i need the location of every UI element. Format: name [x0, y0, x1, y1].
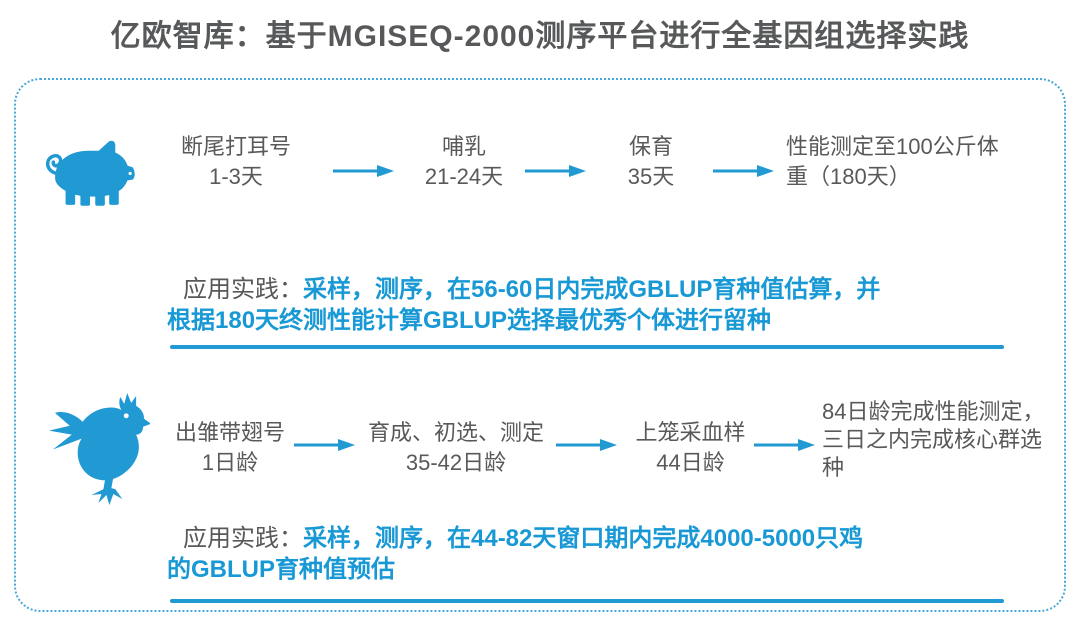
chicken-practice-line1: 采样，测序，在44-82天窗口期内完成4000-5000只鸡: [303, 525, 864, 552]
chicken-step-4-line2: 三日之内完成核心群选: [822, 427, 1043, 452]
chicken-step-1-stage: 出雏带翅号: [174, 420, 285, 445]
pig-step-4-line2: 重（180天）: [786, 164, 911, 189]
chicken-practice-text: 应用实践：采样，测序，在44-82天窗口期内完成4000-5000只鸡 的GBL…: [167, 523, 1027, 585]
pig-step-2-stage: 哺乳: [441, 134, 486, 159]
chicken-step-3-age: 44日龄: [656, 450, 725, 475]
pig-step-3-stage: 保育: [628, 134, 673, 159]
pig-step-3-age: 35天: [627, 164, 675, 189]
chicken-step-2: 育成、初选、测定 35-42日龄: [326, 418, 586, 478]
pig-practice-line2: 根据180天终测性能计算GBLUP选择最优秀个体进行留种: [167, 307, 772, 334]
chicken-step-4-line1: 84日龄完成性能测定，: [822, 399, 1045, 424]
chicken-practice-label: 应用实践：: [183, 525, 303, 552]
pig-step-3: 保育 35天: [596, 132, 706, 192]
chicken-section-divider: [170, 599, 1004, 603]
chicken-practice-line2: 的GBLUP育种值预估: [167, 556, 395, 583]
pig-step-4-line1: 性能测定至100公斤体: [786, 134, 999, 159]
pig-section-divider: [170, 345, 1004, 349]
chicken-icon: [46, 390, 151, 511]
page-title: 亿欧智库：基于MGISEQ-2000测序平台进行全基因组选择实践: [110, 20, 970, 53]
chicken-step-1: 出雏带翅号 1日龄: [140, 418, 320, 478]
chicken-step-2-age: 35-42日龄: [405, 450, 507, 475]
chicken-step-4-line3: 种: [822, 455, 845, 480]
chicken-step-3: 上笼采血样 44日龄: [613, 418, 768, 478]
pig-step-2-age: 21-24天: [424, 164, 504, 189]
content-panel: 断尾打耳号 1-3天 哺乳 21-24天 保育 35天 性能测定至100公斤体 …: [14, 78, 1066, 612]
pig-step-2: 哺乳 21-24天: [394, 132, 534, 192]
flow-arrow-icon: [332, 164, 394, 178]
chicken-step-4: 84日龄完成性能测定， 三日之内完成核心群选 种: [822, 398, 1062, 482]
pig-step-1-stage: 断尾打耳号: [180, 134, 291, 159]
pig-step-1-age: 1-3天: [209, 164, 263, 189]
flow-arrow-icon: [753, 438, 815, 452]
chicken-step-1-age: 1日龄: [201, 450, 259, 475]
flow-arrow-icon: [524, 164, 586, 178]
chicken-step-3-stage: 上笼采血样: [635, 420, 746, 445]
pig-practice-text: 应用实践：采样，测序，在56-60日内完成GBLUP育种值估算，并 根据180天…: [167, 274, 1027, 336]
flow-arrow-icon: [293, 438, 355, 452]
pig-practice-line1: 采样，测序，在56-60日内完成GBLUP育种值估算，并: [303, 276, 881, 303]
chicken-step-2-stage: 育成、初选、测定: [367, 420, 544, 445]
flow-arrow-icon: [555, 438, 617, 452]
pig-step-4: 性能测定至100公斤体 重（180天）: [786, 132, 1036, 192]
flow-arrow-icon: [712, 164, 774, 178]
pig-practice-label: 应用实践：: [183, 276, 303, 303]
pig-icon: [42, 138, 138, 227]
pig-step-1: 断尾打耳号 1-3天: [146, 132, 326, 192]
